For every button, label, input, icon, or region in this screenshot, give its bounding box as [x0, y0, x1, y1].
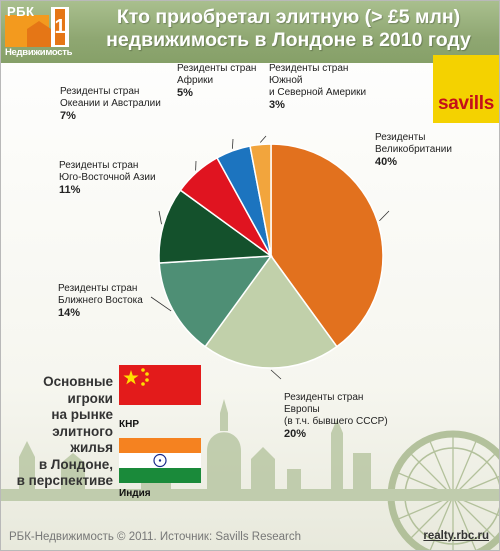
header-bar: [1, 1, 499, 63]
logo-subtitle: Недвижимость: [5, 47, 73, 58]
slice-label-text: Резиденты стран: [269, 63, 349, 74]
footer: РБК-Недвижимость © 2011. Источник: Savil…: [1, 496, 499, 550]
leader-line: [158, 210, 162, 225]
slice-label-text: Европы: [284, 404, 320, 415]
players-line: в перспективе: [16, 473, 113, 488]
slice-percent: 20%: [284, 428, 307, 440]
players-line: жилья: [70, 440, 113, 455]
slice-label-text: Юго-Восточной Азии: [59, 172, 156, 183]
slice-label-text: Южной: [269, 75, 303, 86]
slice-label-text: (в т.ч. бывшего СССР): [284, 416, 388, 427]
china-label: КНР: [119, 419, 139, 430]
slice-label-text: Резиденты стран: [58, 283, 138, 294]
players-caption: Основные игроки на рынке элитного жилья …: [13, 374, 113, 490]
leader-line: [231, 138, 234, 149]
slice-label-text: Ближнего Востока: [58, 295, 143, 306]
pie-slice: [158, 189, 274, 264]
china-flag-stars-icon: [123, 368, 149, 386]
chart-title: Кто приобретал элитную (> £5 млн) недвиж…: [81, 6, 496, 52]
players-line: Основные: [43, 374, 113, 389]
footer-credits: РБК-Недвижимость © 2011. Источник: Savil…: [9, 531, 301, 543]
slice-label-text: Резиденты: [375, 132, 426, 143]
pie-slice: [270, 143, 384, 348]
slice-label-text: Африки: [177, 75, 214, 86]
slice-label-text: Великобритании: [375, 144, 452, 155]
slice-percent: 7%: [60, 110, 76, 122]
svg-text:1: 1: [54, 16, 65, 38]
leader-line: [270, 369, 282, 380]
players-line: элитного: [52, 423, 113, 439]
logo-brand: РБК: [7, 4, 35, 19]
leader-line: [379, 210, 390, 222]
pie-slice: [249, 143, 272, 257]
leader-line: [259, 135, 267, 143]
slice-percent: 11%: [59, 184, 81, 196]
slice-percent: 3%: [269, 99, 285, 111]
logo-mark-icon: 1: [5, 7, 69, 47]
slice-percent: 40%: [375, 156, 398, 168]
slice-label-text: Резиденты стран: [60, 86, 140, 97]
china-flag: [119, 365, 201, 405]
slice-label: Резиденты стран Южной и Северной Америки 3%: [269, 63, 366, 111]
title-line-1: Кто приобретал элитную (> £5 млн): [116, 6, 461, 28]
players-line: в Лондоне,: [38, 456, 113, 472]
leader-line: [150, 296, 172, 312]
pie-slice: [158, 255, 273, 348]
slice-percent: 5%: [177, 87, 193, 99]
players-line: на рынке: [51, 407, 113, 422]
pie-slice: [204, 254, 338, 369]
slice-label-text: и Северной Америки: [269, 87, 367, 98]
slice-label-text: Резиденты стран: [59, 160, 139, 171]
title-line-2: недвижимость в Лондоне в 2010 году: [106, 29, 471, 51]
slice-label-text: Резиденты стран: [284, 392, 364, 403]
india-flag-icon: [119, 438, 201, 483]
india-label: Индия: [119, 488, 151, 499]
slice-label-text: Резиденты стран: [177, 63, 257, 74]
slice-label: Резиденты стран Европы (в т.ч. бывшего ССС…: [284, 392, 388, 440]
slice-percent: 14%: [58, 307, 81, 319]
rbk-logo: 1 РБК Недвижимость: [5, 3, 75, 60]
players-line: игроки: [67, 390, 113, 406]
slice-label: Резиденты стран Юго-Восточной Азии 11%: [59, 160, 156, 196]
slice-label: Резиденты Великобритании 40%: [375, 132, 452, 168]
savills-logo: savills: [433, 55, 499, 123]
slice-label: Резиденты стран Океании и Австралии 7%: [60, 86, 161, 122]
india-flag: [119, 438, 201, 483]
slice-label: Резиденты стран Ближнего Востока 14%: [58, 283, 143, 319]
footer-link[interactable]: realty.rbc.ru: [423, 530, 489, 542]
slice-label-text: Океании и Австралии: [60, 98, 161, 109]
slice-label: Резиденты стран Африки 5%: [177, 63, 256, 99]
